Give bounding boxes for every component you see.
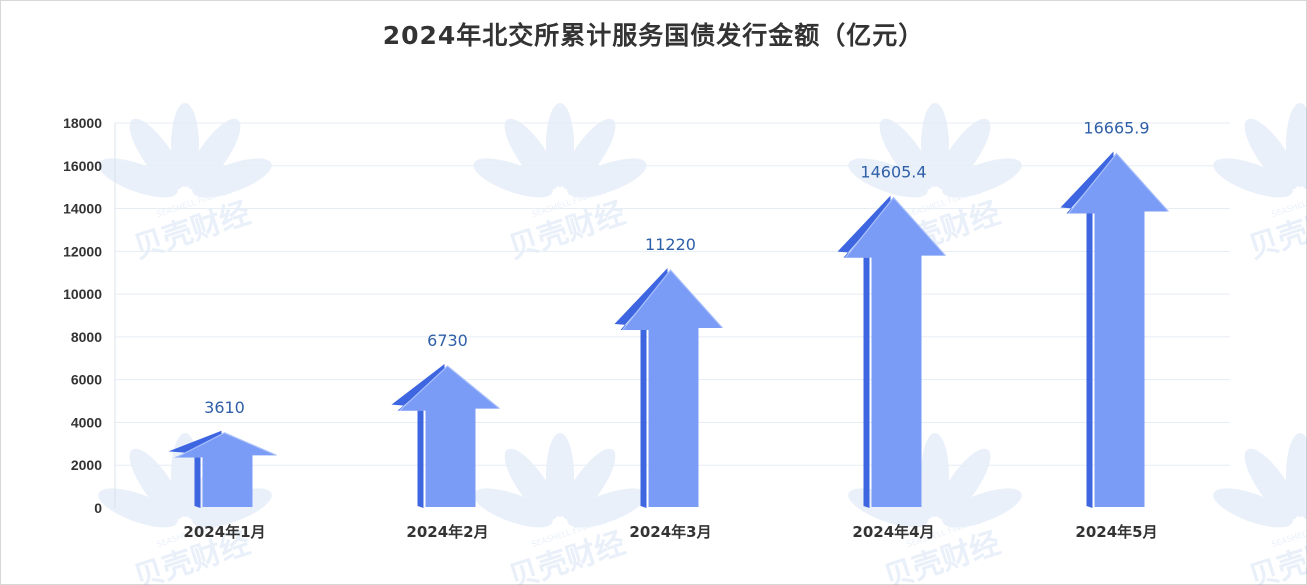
y-tick-label: 4000 <box>71 414 102 430</box>
y-tick-label: 8000 <box>71 329 102 345</box>
x-tick-label: 2024年5月 <box>1075 523 1157 541</box>
bar-arrow-side <box>1060 151 1114 508</box>
bar-arrow-edge <box>845 196 946 258</box>
bar-arrow-face <box>845 197 946 507</box>
bar-arrow-face <box>1068 153 1169 507</box>
value-label: 11220 <box>645 235 696 254</box>
x-axis: 2024年1月 2024年2月 2024年3月 2024年4月 2024年5月 <box>183 523 1157 541</box>
y-tick-label: 14000 <box>63 201 102 217</box>
bar <box>1060 151 1169 508</box>
bar <box>837 195 946 508</box>
y-tick-label: 12000 <box>63 243 102 259</box>
bar-arrow-edge <box>622 269 723 331</box>
value-label: 3610 <box>204 398 245 417</box>
bar <box>614 268 723 508</box>
y-tick-label: 0 <box>94 500 102 516</box>
y-tick-label: 6000 <box>71 372 102 388</box>
value-label: 6730 <box>427 331 468 350</box>
chart-title: 2024年北交所累计服务国债发行金额（亿元） <box>382 21 925 50</box>
value-labels: 3610 6730 11220 14605.4 16665.9 <box>204 119 1149 417</box>
bar-arrow-edge <box>399 365 500 412</box>
value-label: 16665.9 <box>1083 119 1149 138</box>
x-tick-label: 2024年4月 <box>852 523 934 541</box>
bar <box>168 430 277 508</box>
bar-arrow-side <box>391 364 445 508</box>
y-axis: 0 2000 4000 6000 8000 10000 12000 14000 16000 180… <box>63 115 116 516</box>
y-tick-label: 10000 <box>63 286 102 302</box>
bar-arrow-side <box>168 430 222 508</box>
bar-arrow-edge <box>176 432 277 458</box>
bars <box>168 151 1169 508</box>
bar-arrow-face <box>176 432 277 507</box>
y-tick-label: 16000 <box>63 158 102 174</box>
bar <box>391 364 500 508</box>
value-label: 14605.4 <box>860 163 926 182</box>
bar-arrow-face <box>399 366 500 507</box>
bar-arrow-face <box>622 270 723 507</box>
x-tick-label: 2024年1月 <box>183 523 265 541</box>
x-tick-label: 2024年3月 <box>629 523 711 541</box>
y-tick-label: 2000 <box>71 457 102 473</box>
y-tick-label: 18000 <box>63 115 102 131</box>
bar-arrow-edge <box>1068 152 1169 214</box>
x-tick-label: 2024年2月 <box>406 523 488 541</box>
bar-arrow-side <box>837 195 891 508</box>
